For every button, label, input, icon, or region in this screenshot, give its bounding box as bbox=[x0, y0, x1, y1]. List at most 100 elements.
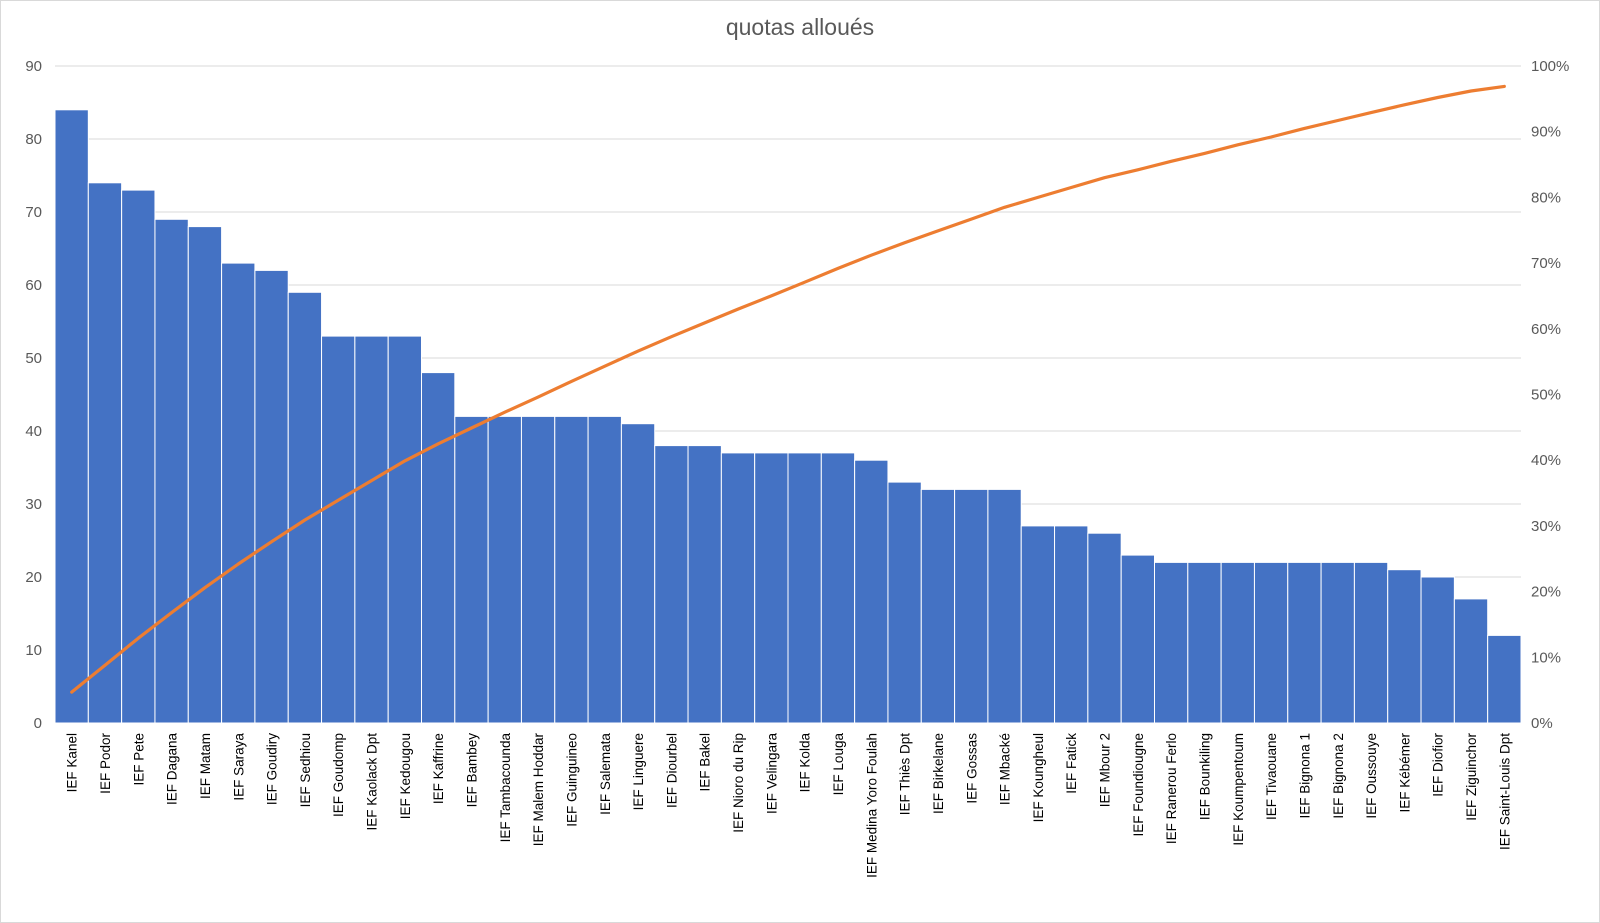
x-tick-label: IEF Mbacké bbox=[998, 733, 1013, 805]
x-tick-label: IEF Thiès Dpt bbox=[898, 733, 913, 816]
bar bbox=[720, 452, 756, 724]
x-tick-label: IEF Foundiougne bbox=[1131, 733, 1146, 837]
y-tick-label: 80 bbox=[25, 131, 42, 148]
bar bbox=[1420, 576, 1455, 724]
x-tick-label: IEF Goudiry bbox=[265, 733, 280, 805]
bar bbox=[520, 415, 556, 724]
bar bbox=[54, 109, 89, 724]
bar bbox=[1154, 561, 1189, 724]
bar bbox=[1187, 561, 1222, 724]
x-tick-label: IEF Koungheul bbox=[1031, 733, 1046, 822]
x-tick-label: IEF Pete bbox=[131, 733, 146, 786]
x-tick-label: IEF Tambacounda bbox=[498, 733, 513, 843]
cumulative-line bbox=[70, 84, 1506, 694]
x-tick-label: IEF Koumpentoum bbox=[1231, 733, 1246, 846]
x-tick-label: IEF Medina Yoro Foulah bbox=[864, 733, 879, 878]
x-tick-label: IEF Diofior bbox=[1431, 732, 1446, 796]
x-tick-label: IEF Linguere bbox=[631, 733, 646, 810]
y2-tick-label: 40% bbox=[1531, 452, 1561, 469]
bar bbox=[954, 488, 989, 724]
bar bbox=[1087, 532, 1122, 724]
x-tick-label: IEF Ziguinchor bbox=[1464, 732, 1479, 820]
bar bbox=[554, 415, 589, 724]
x-tick-label: IEF Kaolack Dpt bbox=[365, 733, 380, 831]
x-tick-label: IEF Bakel bbox=[698, 733, 713, 792]
bar bbox=[687, 445, 722, 724]
x-tick-label: IEF Nioro du Rip bbox=[731, 733, 746, 833]
bar bbox=[1320, 561, 1355, 724]
bar bbox=[254, 269, 289, 724]
bar bbox=[1487, 634, 1522, 724]
x-tick-label: IEF Kanel bbox=[65, 733, 80, 792]
bar bbox=[287, 291, 323, 724]
x-tick-label: IEF Mbour 2 bbox=[1098, 733, 1113, 807]
y2-tick-label: 30% bbox=[1531, 518, 1561, 535]
bar bbox=[321, 335, 356, 724]
bar bbox=[1253, 561, 1289, 724]
y-tick-label: 20 bbox=[25, 569, 42, 586]
bar bbox=[154, 218, 189, 724]
bar bbox=[221, 262, 256, 724]
y2-tick-label: 90% bbox=[1531, 124, 1561, 141]
x-tick-label: IEF Ranerou Ferlo bbox=[1164, 733, 1179, 844]
bar bbox=[820, 452, 856, 724]
x-tick-label: IEF Matam bbox=[198, 733, 213, 799]
x-tick-label: IEF Bignona 1 bbox=[1297, 733, 1312, 819]
bar bbox=[87, 182, 123, 724]
x-tick-label: IEF Bignona 2 bbox=[1331, 733, 1346, 819]
x-tick-label: IEF Gossas bbox=[964, 733, 979, 804]
x-tick-label: IEF Birkelane bbox=[931, 733, 946, 814]
y2-tick-label: 10% bbox=[1531, 649, 1561, 666]
x-tick-label: IEF Louga bbox=[831, 733, 846, 796]
bar bbox=[1453, 598, 1489, 724]
x-tick-label: IEF Salemata bbox=[598, 733, 613, 815]
y2-tick-label: 20% bbox=[1531, 584, 1561, 601]
y-tick-label: 30 bbox=[25, 496, 42, 513]
x-tick-label: IEF Velingara bbox=[764, 732, 779, 814]
y-tick-label: 70 bbox=[25, 204, 42, 221]
bar bbox=[487, 415, 522, 724]
x-tick-label: IEF Saraya bbox=[231, 733, 246, 801]
y2-tick-label: 100% bbox=[1531, 58, 1569, 75]
chart-title: quotas alloués bbox=[725, 14, 875, 40]
y-tick-label: 90 bbox=[25, 58, 42, 75]
bar bbox=[454, 415, 489, 724]
bar bbox=[1220, 561, 1255, 724]
x-tick-label: IEF Sedhiou bbox=[298, 733, 313, 807]
bar bbox=[787, 452, 822, 724]
bar bbox=[754, 452, 789, 724]
bar bbox=[987, 488, 1022, 724]
y-tick-label: 50 bbox=[25, 350, 42, 367]
x-tick-label: IEF Tivaouane bbox=[1264, 733, 1279, 820]
x-tick-label: IEF Goudomp bbox=[331, 733, 346, 817]
y2-tick-label: 0% bbox=[1531, 715, 1553, 732]
bar bbox=[620, 423, 656, 724]
bar bbox=[1287, 561, 1322, 724]
bar bbox=[421, 372, 456, 724]
y-tick-label: 60 bbox=[25, 277, 42, 294]
y2-tick-label: 80% bbox=[1531, 189, 1561, 206]
x-tick-label: IEF Bounkiling bbox=[1198, 733, 1213, 820]
y-tick-label: 10 bbox=[25, 642, 42, 659]
x-tick-label: IEF Fatick bbox=[1064, 733, 1079, 794]
x-tick-label: IEF Kolda bbox=[798, 733, 813, 793]
x-tick-label: IEF Kedougou bbox=[398, 733, 413, 819]
bar bbox=[121, 189, 156, 724]
bar bbox=[654, 445, 689, 724]
bar bbox=[1353, 561, 1389, 724]
x-tick-label: IEF Saint-Louis Dpt bbox=[1497, 733, 1512, 850]
x-tick-label: IEF Guinguineo bbox=[564, 733, 579, 827]
bar bbox=[887, 481, 922, 724]
y2-tick-label: 60% bbox=[1531, 321, 1561, 338]
y2-tick-label: 70% bbox=[1531, 255, 1561, 272]
x-tick-label: IEF Podor bbox=[98, 733, 113, 794]
x-tick-label: IEF Dagana bbox=[165, 732, 180, 805]
bar bbox=[387, 335, 423, 724]
y2-tick-label: 50% bbox=[1531, 387, 1561, 404]
bar bbox=[354, 335, 389, 724]
bar bbox=[587, 415, 622, 724]
y-tick-label: 40 bbox=[25, 423, 42, 440]
bar bbox=[920, 488, 956, 724]
x-tick-label: IEF Malem Hoddar bbox=[531, 732, 546, 846]
